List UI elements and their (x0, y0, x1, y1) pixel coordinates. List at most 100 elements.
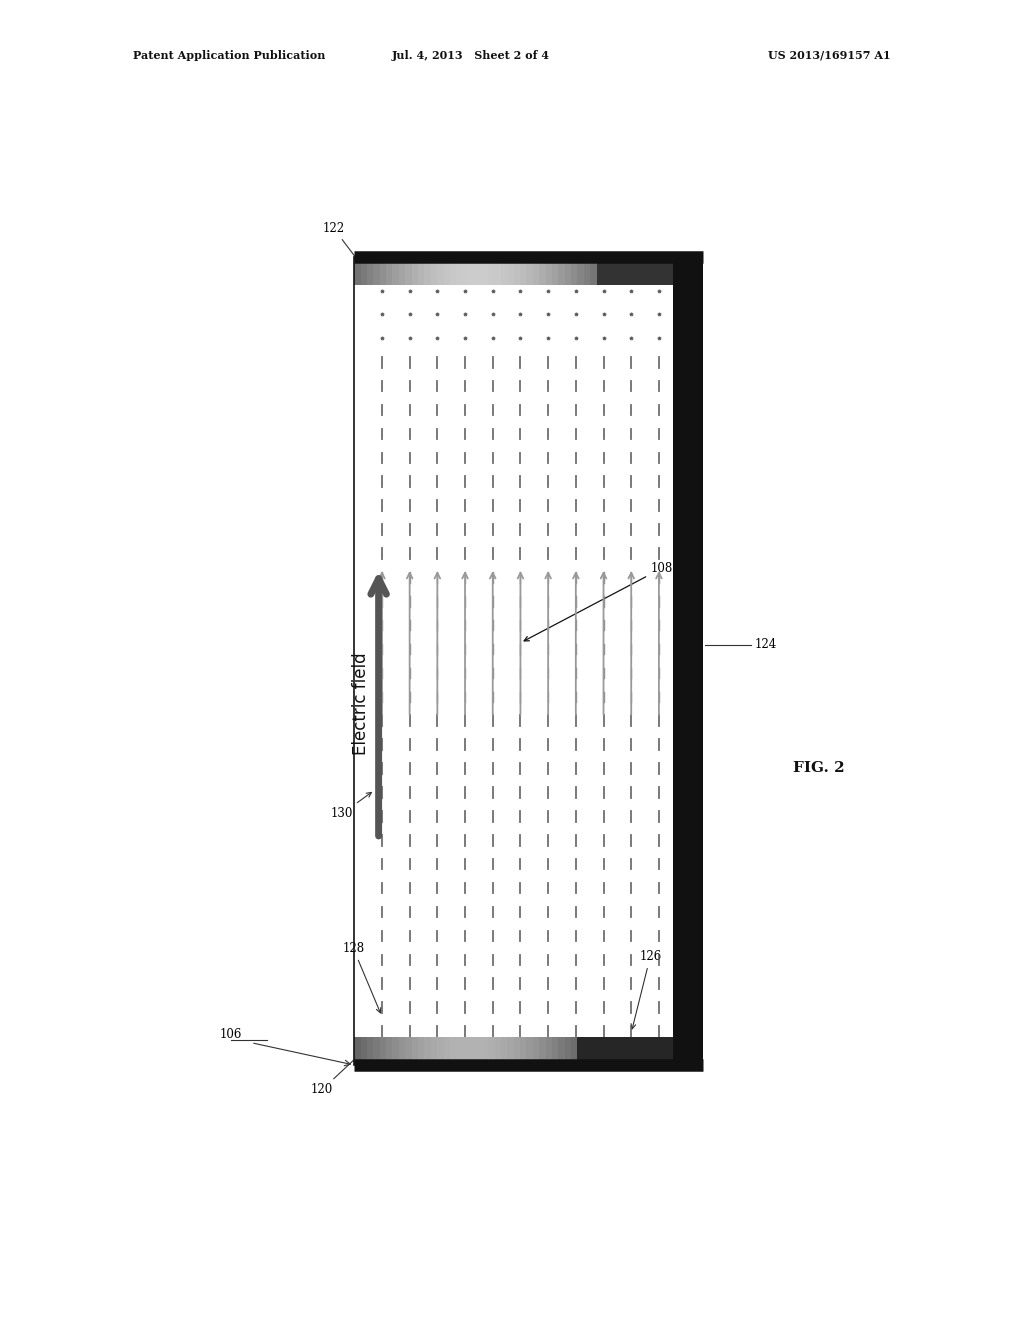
Bar (380, 257, 387, 285)
Bar (546, 257, 553, 285)
Text: 106: 106 (220, 1028, 243, 1041)
Bar (495, 257, 502, 285)
Bar (495, 1036, 502, 1065)
Bar (526, 1036, 534, 1065)
Text: 122: 122 (323, 222, 364, 268)
Bar (412, 257, 419, 285)
Bar (354, 257, 673, 1065)
Bar (629, 1036, 636, 1065)
Bar (635, 1036, 642, 1065)
Bar (667, 1036, 674, 1065)
Bar (412, 1036, 419, 1065)
Text: Jul. 4, 2013   Sheet 2 of 4: Jul. 4, 2013 Sheet 2 of 4 (392, 50, 550, 61)
Bar (514, 1036, 521, 1065)
Text: FIG. 2: FIG. 2 (793, 762, 844, 775)
Bar (418, 257, 425, 285)
Bar (609, 1036, 616, 1065)
Bar (488, 1036, 496, 1065)
Bar (475, 257, 482, 285)
Bar (469, 1036, 476, 1065)
Bar (667, 257, 674, 285)
Bar (654, 1036, 662, 1065)
Bar (437, 1036, 444, 1065)
Bar (558, 1036, 565, 1065)
Bar (603, 257, 610, 285)
Bar (603, 1036, 610, 1065)
Bar (609, 257, 616, 285)
Bar (648, 257, 655, 285)
Bar (437, 257, 444, 285)
Bar (367, 257, 374, 285)
Text: US 2013/169157 A1: US 2013/169157 A1 (768, 50, 891, 61)
Bar (673, 257, 703, 1065)
Bar (584, 257, 591, 285)
Bar (660, 257, 668, 285)
Bar (380, 1036, 387, 1065)
Bar (558, 257, 565, 285)
Bar (546, 1036, 553, 1065)
Bar (457, 257, 464, 285)
Bar (463, 257, 470, 285)
Bar (520, 257, 527, 285)
Bar (507, 257, 514, 285)
Bar (431, 1036, 438, 1065)
Bar (386, 257, 393, 285)
Bar (564, 1036, 572, 1065)
Bar (398, 1036, 406, 1065)
Bar (354, 257, 361, 285)
Bar (532, 1036, 540, 1065)
Text: Electric field: Electric field (352, 652, 370, 755)
Bar (392, 257, 399, 285)
Text: 126: 126 (631, 950, 662, 1028)
Text: 130: 130 (331, 792, 372, 820)
Bar (623, 257, 630, 285)
Bar (641, 1036, 648, 1065)
Bar (641, 257, 648, 285)
Bar (443, 257, 451, 285)
Bar (475, 1036, 482, 1065)
Bar (488, 257, 496, 285)
Bar (526, 257, 534, 285)
Bar (615, 1036, 623, 1065)
Bar (540, 257, 547, 285)
Bar (360, 1036, 368, 1065)
Bar (424, 1036, 431, 1065)
Bar (450, 1036, 457, 1065)
Bar (469, 257, 476, 285)
Bar (367, 1036, 374, 1065)
Bar (501, 1036, 508, 1065)
Bar (501, 257, 508, 285)
Bar (564, 257, 572, 285)
Bar (571, 257, 579, 285)
Bar (514, 257, 521, 285)
Bar (615, 257, 623, 285)
Bar (623, 1036, 630, 1065)
Text: 120: 120 (310, 1053, 360, 1097)
Bar (457, 1036, 464, 1065)
Bar (354, 1036, 361, 1065)
Bar (360, 257, 368, 285)
Bar (520, 1036, 527, 1065)
Bar (660, 1036, 668, 1065)
Bar (552, 1036, 559, 1065)
Bar (443, 1036, 451, 1065)
Bar (424, 257, 431, 285)
Bar (406, 257, 413, 285)
Text: 124: 124 (755, 639, 777, 651)
Text: 128: 128 (342, 942, 381, 1012)
Bar (481, 257, 489, 285)
Bar (578, 1036, 585, 1065)
Bar (540, 1036, 547, 1065)
Bar (578, 257, 585, 285)
Bar (481, 1036, 489, 1065)
Bar (507, 1036, 514, 1065)
Bar (654, 257, 662, 285)
Bar (648, 1036, 655, 1065)
Bar (392, 1036, 399, 1065)
Bar (450, 257, 457, 285)
Text: Patent Application Publication: Patent Application Publication (133, 50, 326, 61)
Bar (374, 257, 381, 285)
Bar (590, 257, 597, 285)
Bar (386, 1036, 393, 1065)
Bar (597, 257, 604, 285)
